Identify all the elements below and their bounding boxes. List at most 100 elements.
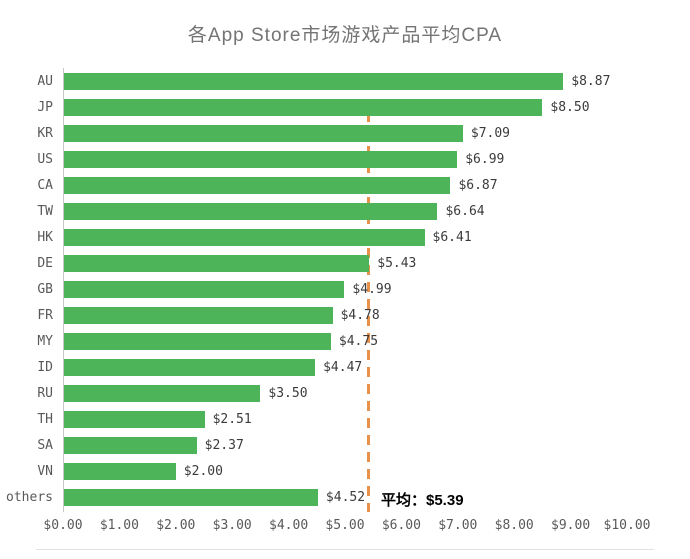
bar-track: $2.51: [63, 410, 690, 428]
value-label: $6.99: [465, 151, 505, 167]
x-tick-label: $0.00: [43, 518, 83, 533]
bar-row: JP $8.50: [0, 94, 690, 120]
x-tick-label: $4.00: [269, 518, 309, 533]
value-label: $4.75: [338, 333, 379, 349]
bar-track: $8.87: [63, 72, 690, 90]
bar-track: $4.47: [63, 358, 690, 376]
category-label: ID: [37, 359, 53, 375]
bar-row: VN $2.00: [0, 458, 690, 484]
bar-track: $7.09: [63, 124, 690, 142]
bar-row: TW $6.64: [0, 198, 690, 224]
bar-rows: AU $8.87 JP $8.50 KR $7.09 US $6.99 CA $6.87 TW $6.…: [0, 68, 690, 510]
bar-row: TH $2.51: [0, 406, 690, 432]
chart-title: 各App Store市场游戏产品平均CPA: [187, 25, 503, 46]
category-label: KR: [37, 125, 53, 141]
category-label: VN: [37, 463, 53, 479]
category-label: FR: [37, 307, 53, 323]
bar-track: $6.99: [63, 150, 690, 168]
bar-row: AU $8.87: [0, 68, 690, 94]
category-label: RU: [37, 385, 53, 401]
category-label: CA: [37, 177, 53, 193]
x-tick-label: $7.00: [438, 518, 478, 533]
value-label: $6.41: [432, 229, 472, 245]
x-tick-label: $9.00: [551, 518, 591, 533]
value-label: $6.64: [445, 203, 485, 219]
bar: [63, 254, 370, 272]
value-label: $4.99: [352, 281, 392, 297]
average-line: [366, 112, 370, 512]
value-label: $4.47: [323, 359, 363, 375]
bar: [63, 332, 331, 350]
bar-row: KR $7.09: [0, 120, 690, 146]
bar: [63, 150, 458, 168]
bar: [63, 228, 425, 246]
x-tick-label: $6.00: [381, 518, 421, 533]
bar-row: others $4.52: [0, 484, 690, 510]
bar-row: ID $4.47: [0, 354, 690, 380]
value-label: $8.87: [571, 73, 611, 89]
category-label: HK: [37, 229, 53, 245]
bar: [63, 202, 438, 220]
average-label: 平均：$5.39: [381, 492, 464, 509]
bar-track: $8.50: [63, 98, 690, 116]
bar-track: $3.50: [63, 384, 690, 402]
value-label: $2.00: [183, 463, 223, 479]
bar-row: SA $2.37: [0, 432, 690, 458]
value-label: $8.50: [550, 99, 590, 115]
value-label: $4.78: [340, 307, 380, 323]
bar-row: HK $6.41: [0, 224, 690, 250]
bar: [63, 410, 205, 428]
y-axis-line: [63, 68, 64, 512]
category-label: others: [6, 489, 53, 505]
bar: [63, 358, 316, 376]
bar: [63, 176, 451, 194]
x-tick-label: $10.00: [603, 518, 651, 533]
bar: [63, 72, 564, 90]
bar: [63, 384, 261, 402]
x-tick-label: $1.00: [99, 518, 139, 533]
bar: [63, 488, 318, 506]
bar-row: FR $4.78: [0, 302, 690, 328]
bar-track: $2.00: [63, 462, 690, 480]
bar-track: $6.64: [63, 202, 690, 220]
category-label: JP: [37, 99, 53, 115]
bar: [63, 306, 333, 324]
bar-row: MY $4.75: [0, 328, 690, 354]
bar: [63, 462, 176, 480]
bar: [63, 280, 345, 298]
bar: [63, 98, 543, 116]
chart-bottom-border: [36, 549, 654, 550]
category-label: TH: [37, 411, 53, 427]
bar-row: CA $6.87: [0, 172, 690, 198]
category-label: TW: [37, 203, 53, 219]
value-label: $4.52: [325, 489, 366, 505]
bar-track: $4.99: [63, 280, 690, 298]
x-tick-label: $8.00: [494, 518, 534, 533]
bar-track: $4.75: [63, 332, 690, 350]
value-label: $7.09: [470, 125, 511, 141]
x-axis: $0.00 $1.00 $2.00 $3.00 $4.00 $5.00 $6.00 $7.00…: [43, 518, 650, 538]
value-label: $6.87: [458, 177, 498, 193]
bar-row: US $6.99: [0, 146, 690, 172]
x-tick-label: $5.00: [325, 518, 365, 533]
value-label: $3.50: [268, 385, 308, 401]
value-label: $2.51: [212, 411, 252, 427]
category-label: DE: [37, 255, 53, 271]
bar-track: $5.43: [63, 254, 690, 272]
bar-track: $4.78: [63, 306, 690, 324]
bar: [63, 124, 463, 142]
category-label: MY: [37, 333, 53, 349]
bar-row: DE $5.43: [0, 250, 690, 276]
x-tick-label: $2.00: [156, 518, 196, 533]
x-tick-label: $3.00: [212, 518, 252, 533]
category-label: SA: [37, 437, 53, 453]
category-label: GB: [37, 281, 53, 297]
bar-track: $6.41: [63, 228, 690, 246]
bar-track: $6.87: [63, 176, 690, 194]
bar-track: $2.37: [63, 436, 690, 454]
category-label: AU: [37, 73, 53, 89]
value-label: $5.43: [377, 255, 417, 271]
category-label: US: [37, 151, 53, 167]
bar-track: $4.52: [63, 488, 690, 506]
